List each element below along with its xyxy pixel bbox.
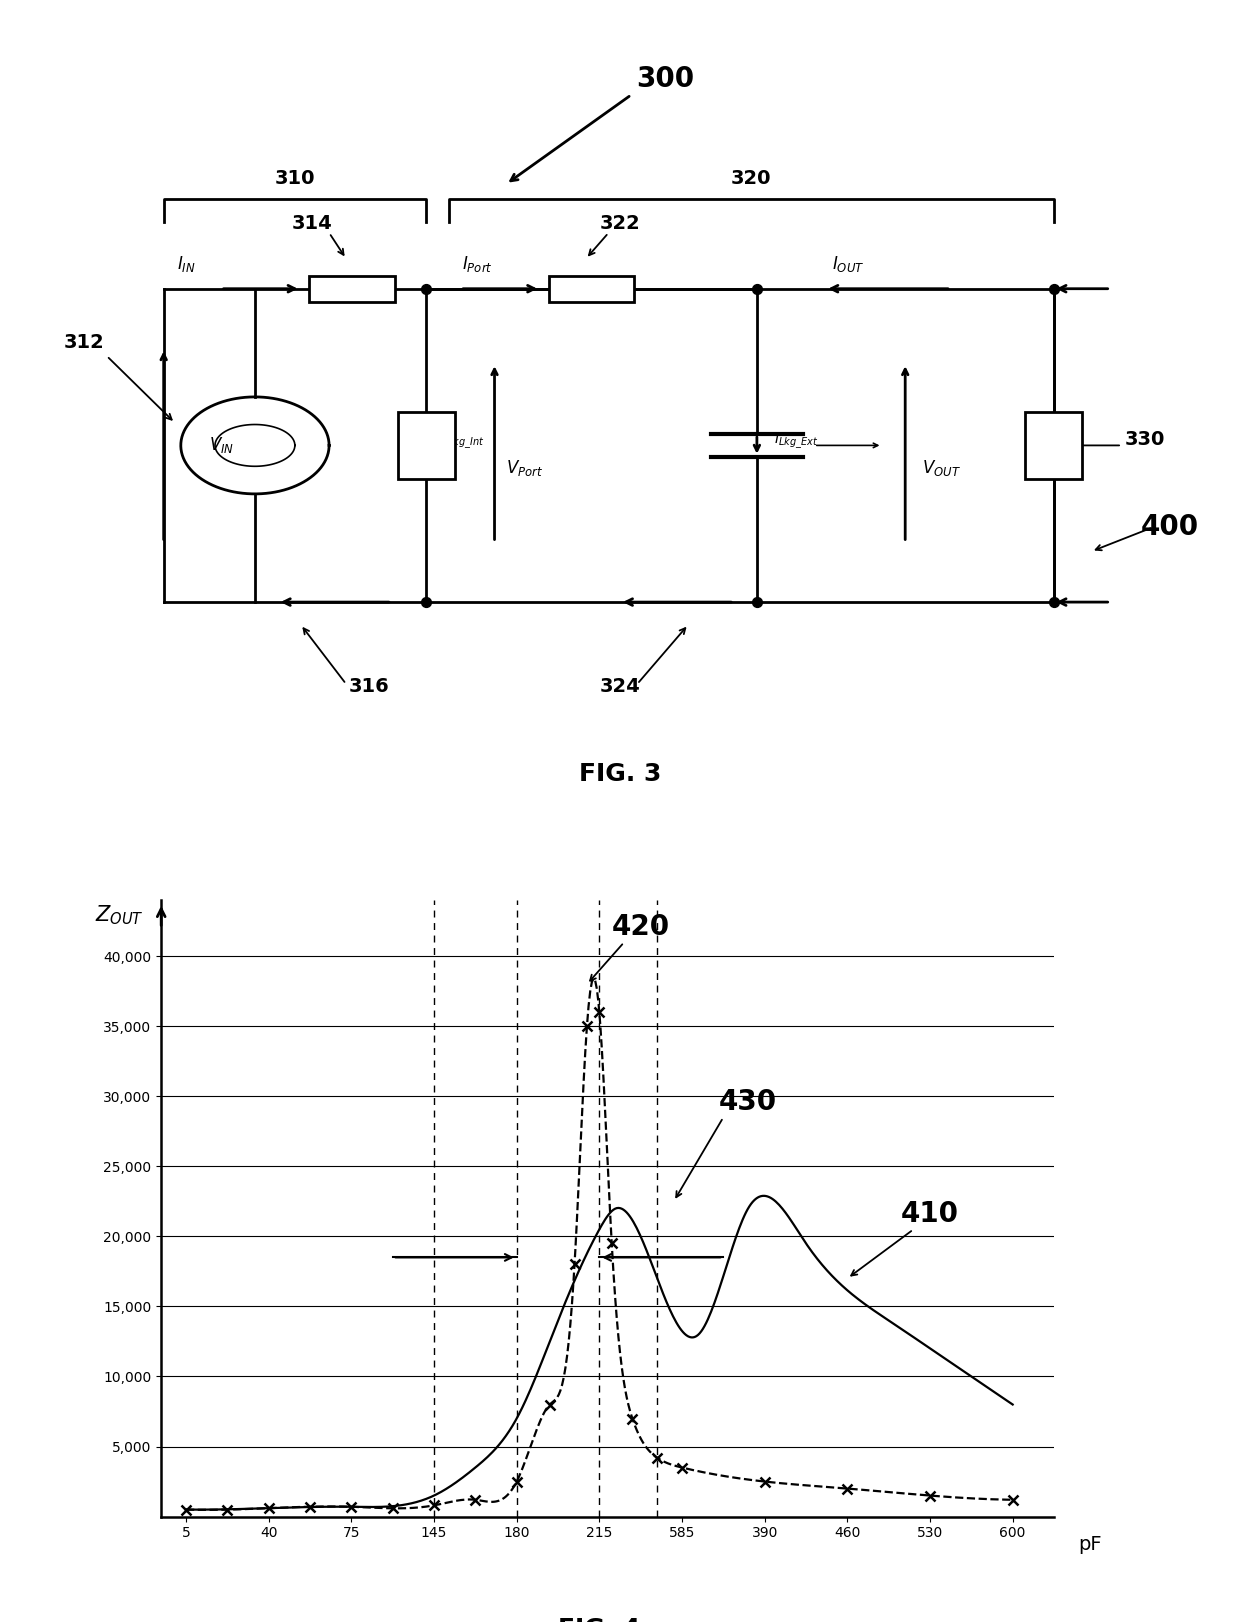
Text: FIG. 3: FIG. 3 xyxy=(579,762,661,787)
Text: 310: 310 xyxy=(274,169,315,188)
Text: FIG. 4: FIG. 4 xyxy=(558,1617,641,1622)
Text: 314: 314 xyxy=(291,214,332,234)
Text: 420: 420 xyxy=(611,913,670,941)
Bar xyxy=(309,276,394,302)
Text: $V_{IN}$: $V_{IN}$ xyxy=(210,435,234,456)
Point xyxy=(746,589,766,615)
X-axis label: pF: pF xyxy=(1078,1534,1101,1554)
Text: 400: 400 xyxy=(1141,513,1199,542)
Point xyxy=(746,276,766,302)
Text: 300: 300 xyxy=(636,65,694,92)
Bar xyxy=(549,276,634,302)
Text: $I_{Lkg\_Int}$: $I_{Lkg\_Int}$ xyxy=(443,431,485,451)
Point xyxy=(1044,589,1064,615)
Text: $Z_{OUT}$: $Z_{OUT}$ xyxy=(95,903,144,926)
Bar xyxy=(1025,412,1083,478)
Text: 316: 316 xyxy=(348,676,389,696)
Text: $V_{Port}$: $V_{Port}$ xyxy=(506,457,543,478)
Text: 324: 324 xyxy=(600,676,640,696)
Text: 330: 330 xyxy=(1125,430,1164,449)
Text: $I_{Lkg\_Ext}$: $I_{Lkg\_Ext}$ xyxy=(774,431,818,451)
Point xyxy=(417,276,436,302)
Bar xyxy=(398,412,455,478)
Text: 312: 312 xyxy=(63,334,104,352)
Point xyxy=(417,589,436,615)
Point xyxy=(1044,276,1064,302)
Text: $V_{OUT}$: $V_{OUT}$ xyxy=(923,457,961,478)
Text: 410: 410 xyxy=(901,1200,959,1228)
Text: $I_{OUT}$: $I_{OUT}$ xyxy=(832,253,864,274)
Text: $I_{IN}$: $I_{IN}$ xyxy=(177,253,196,274)
Text: $I_{Port}$: $I_{Port}$ xyxy=(463,253,492,274)
Text: 430: 430 xyxy=(719,1088,777,1116)
Text: 322: 322 xyxy=(600,214,640,234)
Text: 320: 320 xyxy=(730,169,771,188)
